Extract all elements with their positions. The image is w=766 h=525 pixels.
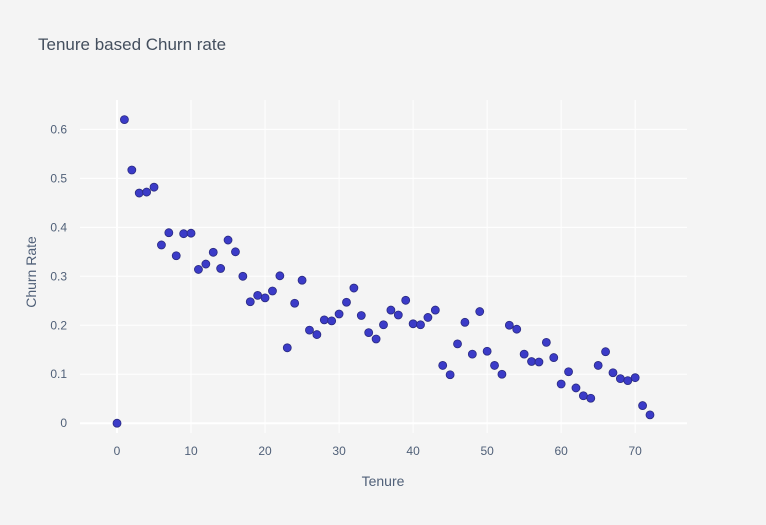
y-tick-label: 0.5 (50, 171, 67, 185)
x-tick-label: 70 (629, 444, 643, 458)
data-point[interactable] (127, 165, 137, 175)
x-axis-ticks: 0 10 20 30 40 50 60 70 (114, 444, 643, 458)
x-tick-label: 30 (332, 444, 346, 458)
data-point[interactable] (601, 347, 610, 357)
data-point[interactable] (208, 247, 218, 257)
data-point[interactable] (260, 293, 270, 303)
data-point[interactable] (586, 393, 596, 403)
data-point[interactable] (490, 361, 499, 370)
data-point[interactable] (238, 271, 248, 281)
data-point[interactable] (245, 297, 255, 307)
data-point[interactable] (231, 247, 240, 257)
data-points (112, 115, 655, 428)
data-point[interactable] (194, 265, 203, 274)
y-tick-label: 0.1 (50, 367, 67, 381)
data-point[interactable] (171, 251, 181, 261)
data-point[interactable] (445, 370, 455, 380)
data-point[interactable] (467, 349, 477, 359)
data-point[interactable] (593, 361, 603, 370)
data-point[interactable] (564, 367, 573, 377)
data-point[interactable] (297, 275, 307, 285)
x-tick-label: 40 (406, 444, 420, 458)
y-tick-label: 0.4 (50, 220, 67, 234)
data-point[interactable] (112, 418, 122, 428)
data-point[interactable] (356, 311, 366, 320)
x-tick-label: 0 (114, 444, 121, 458)
data-point[interactable] (334, 309, 344, 319)
data-point[interactable] (253, 290, 263, 300)
data-point[interactable] (371, 334, 381, 344)
data-point[interactable] (608, 368, 618, 378)
data-point[interactable] (519, 349, 529, 359)
data-point[interactable] (319, 315, 329, 325)
x-tick-label: 20 (258, 444, 272, 458)
data-point[interactable] (134, 188, 144, 198)
y-tick-label: 0.6 (50, 122, 67, 136)
data-point[interactable] (349, 283, 359, 293)
data-point[interactable] (164, 228, 174, 238)
data-point[interactable] (386, 305, 396, 315)
data-point[interactable] (305, 325, 314, 335)
y-tick-label: 0 (60, 416, 67, 430)
chart-title: Tenure based Churn rate (38, 35, 226, 54)
data-point[interactable] (223, 235, 233, 245)
data-point[interactable] (475, 307, 485, 316)
x-axis-title: Tenure (362, 473, 405, 489)
data-point[interactable] (312, 330, 322, 339)
data-point[interactable] (497, 369, 507, 379)
data-point[interactable] (482, 346, 492, 356)
data-point[interactable] (430, 305, 440, 315)
data-point[interactable] (630, 373, 640, 383)
data-point[interactable] (379, 320, 388, 330)
data-point[interactable] (556, 379, 566, 389)
data-point[interactable] (527, 357, 536, 366)
data-point[interactable] (645, 410, 655, 420)
data-point[interactable] (120, 115, 129, 124)
data-point[interactable] (327, 316, 337, 326)
x-tick-label: 10 (184, 444, 198, 458)
data-point[interactable] (290, 298, 300, 308)
data-point[interactable] (571, 383, 581, 393)
data-point[interactable] (275, 271, 285, 281)
y-axis-ticks: 0 0.1 0.2 0.3 0.4 0.5 0.6 (50, 122, 67, 430)
data-point[interactable] (142, 187, 152, 197)
data-point[interactable] (623, 376, 633, 386)
x-tick-label: 60 (554, 444, 568, 458)
data-point[interactable] (186, 228, 196, 238)
data-point[interactable] (149, 182, 159, 192)
data-point[interactable] (534, 357, 544, 367)
data-point[interactable] (401, 295, 411, 305)
data-point[interactable] (504, 320, 514, 330)
data-point[interactable] (578, 391, 588, 401)
y-tick-label: 0.2 (50, 318, 67, 332)
data-point[interactable] (408, 319, 418, 329)
data-point[interactable] (342, 297, 351, 307)
data-point[interactable] (423, 313, 433, 322)
x-tick-label: 50 (480, 444, 494, 458)
data-point[interactable] (453, 339, 462, 349)
data-point[interactable] (282, 343, 292, 353)
data-point[interactable] (438, 361, 448, 370)
data-point[interactable] (364, 328, 374, 338)
data-point[interactable] (541, 338, 551, 347)
data-point[interactable] (460, 317, 470, 327)
data-point[interactable] (615, 374, 625, 384)
data-point[interactable] (268, 286, 277, 296)
data-point[interactable] (157, 240, 166, 250)
gridlines (80, 100, 687, 433)
y-axis-title: Churn Rate (23, 236, 39, 308)
data-point[interactable] (393, 310, 403, 320)
data-point[interactable] (179, 229, 189, 239)
data-point[interactable] (216, 264, 226, 273)
y-tick-label: 0.3 (50, 269, 67, 283)
data-point[interactable] (416, 320, 425, 330)
data-point[interactable] (512, 324, 522, 334)
data-point[interactable] (549, 353, 559, 362)
data-point[interactable] (201, 259, 211, 269)
data-point[interactable] (638, 401, 647, 410)
